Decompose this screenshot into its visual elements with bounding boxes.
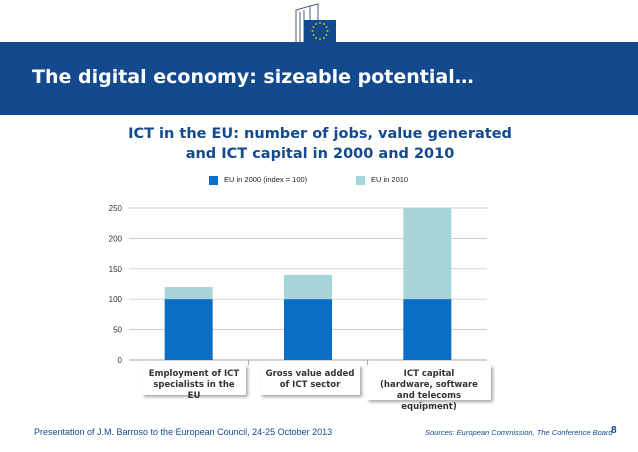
category-label-box: Employment of ICT specialists in the EU [142,365,246,401]
bar-2010 [164,287,213,300]
y-tick-label: 0 [118,356,123,365]
y-tick-label: 150 [109,265,123,274]
y-tick-label: 50 [113,326,122,335]
category-label-line: and telecoms equipment) [396,391,462,412]
legend-swatch-2000 [209,175,218,185]
chart-title: ICT in the EU: number of jobs, value gen… [90,124,550,164]
page-number: 8 [611,425,617,436]
y-tick-label: 100 [109,295,123,304]
bar-2000 [164,299,213,360]
legend-item-2000: EU in 2000 (index = 100) [209,175,307,185]
category-label-line: (hardware, software [380,380,478,390]
bar-2000 [284,299,332,360]
chart-title-line2: and ICT capital in 2000 and 2010 [185,146,455,162]
category-label-line: of ICT sector [279,380,341,390]
category-label-line: Gross value added [265,369,355,379]
category-label-box: Gross value added of ICT sector [260,365,360,395]
category-label-line: specialists in the EU [153,380,235,401]
legend-item-2010: EU in 2010 [356,175,408,185]
category-label-line: ICT capital [403,369,455,379]
bar-2010 [403,208,452,300]
title-banner [0,42,638,115]
y-tick-label: 200 [109,234,123,243]
legend-label-2000: EU in 2000 (index = 100) [224,175,308,184]
y-tick-label: 250 [109,204,123,213]
legend-swatch-2010 [356,175,365,185]
legend-label-2010: EU in 2010 [371,175,409,184]
chart-title-line1: ICT in the EU: number of jobs, value gen… [128,126,512,142]
bar-2000 [403,299,452,360]
footer-sources: Sources: European Commission, The Confer… [425,428,613,437]
footer-presentation-text: Presentation of J.M. Barroso to the Euro… [34,427,333,437]
category-label-line: Employment of ICT [148,369,240,379]
bar-2010 [284,274,332,300]
category-label-box: ICT capital (hardware, software and teleco… [367,365,491,412]
slide-title: The digital economy: sizeable potential… [32,66,474,88]
